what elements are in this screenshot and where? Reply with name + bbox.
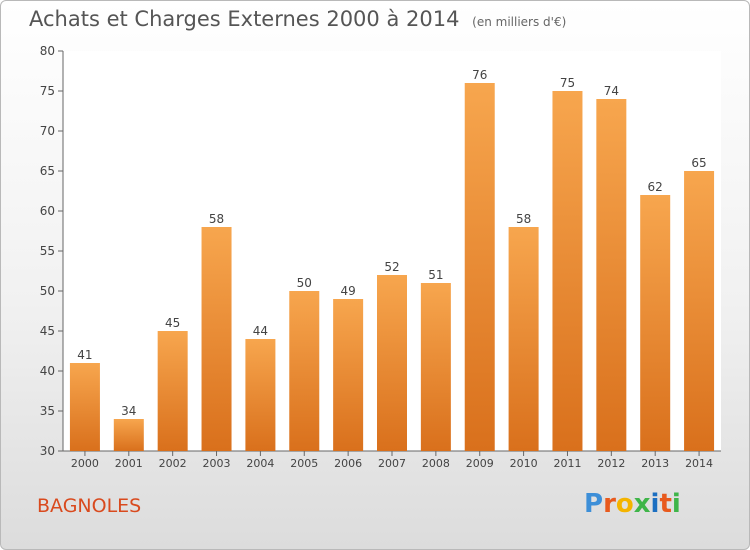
x-tick-label-2014: 2014 [685,457,713,470]
bar-2011 [552,91,583,451]
data-label-2012: 74 [604,84,619,98]
y-tick-label: 45 [40,324,55,338]
y-tick-label: 30 [40,444,55,458]
bar-2010 [508,227,539,451]
bar-2007 [377,275,407,451]
logo-letter: i [650,489,660,519]
x-tick-label-2011: 2011 [553,457,581,470]
bar-2008 [420,283,451,451]
bar-2013 [640,195,671,451]
bar-2014 [684,171,715,451]
bar-2009 [464,83,495,451]
y-tick-label: 55 [40,244,55,258]
x-tick-label-2002: 2002 [159,457,187,470]
bar-2004 [245,339,276,451]
data-label-2007: 52 [384,260,399,274]
data-label-2000: 41 [77,348,92,362]
y-tick-label: 60 [40,204,55,218]
bar-2001 [113,419,144,451]
y-tick-label: 50 [40,284,55,298]
chart-title: Achats et Charges Externes 2000 à 2014 (… [29,7,566,31]
logo-letter: o [615,489,634,519]
x-tick-label-2000: 2000 [71,457,99,470]
bar-2002 [157,331,188,451]
logo-letter: x [633,489,651,519]
y-tick-label: 65 [40,164,55,178]
data-label-2010: 58 [516,212,531,226]
logo-letter: P [584,489,604,519]
bar-2000 [69,363,100,451]
y-tick-label: 75 [40,84,55,98]
x-tick-label-2005: 2005 [290,457,318,470]
data-label-2003: 58 [209,212,224,226]
y-tick-label: 80 [40,44,55,58]
x-tick-label-2007: 2007 [378,457,406,470]
logo-letter: t [659,489,672,519]
data-label-2004: 44 [253,324,268,338]
data-label-2001: 34 [121,404,136,418]
bar-2003 [201,227,232,451]
data-label-2013: 62 [648,180,663,194]
x-tick-label-2006: 2006 [334,457,362,470]
data-label-2009: 76 [472,68,487,82]
y-tick-label: 70 [40,124,55,138]
chart-title-text: Achats et Charges Externes 2000 à 2014 [29,7,460,31]
data-label-2006: 49 [340,284,355,298]
x-tick-label-2012: 2012 [597,457,625,470]
data-label-2005: 50 [297,276,312,290]
x-tick-label-2013: 2013 [641,457,669,470]
commune-name: BAGNOLES [37,495,142,517]
x-tick-label-2001: 2001 [115,457,143,470]
x-tick-label-2004: 2004 [246,457,274,470]
bar-2012 [596,99,627,451]
y-tick-label: 35 [40,404,55,418]
logo-letter: r [603,489,616,519]
bar-2005 [289,291,320,451]
data-label-2002: 45 [165,316,180,330]
proxiti-logo: Proxiti [584,489,681,519]
data-label-2008: 51 [428,268,443,282]
x-tick-label-2010: 2010 [510,457,538,470]
data-label-2011: 75 [560,76,575,90]
y-tick-label: 40 [40,364,55,378]
chart-subtitle: (en milliers d'€) [472,15,567,29]
x-tick-label-2003: 2003 [203,457,231,470]
logo-letter: i [671,489,681,519]
x-tick-label-2008: 2008 [422,457,450,470]
data-label-2014: 65 [691,156,706,170]
x-tick-label-2009: 2009 [466,457,494,470]
bar-2006 [333,299,364,451]
